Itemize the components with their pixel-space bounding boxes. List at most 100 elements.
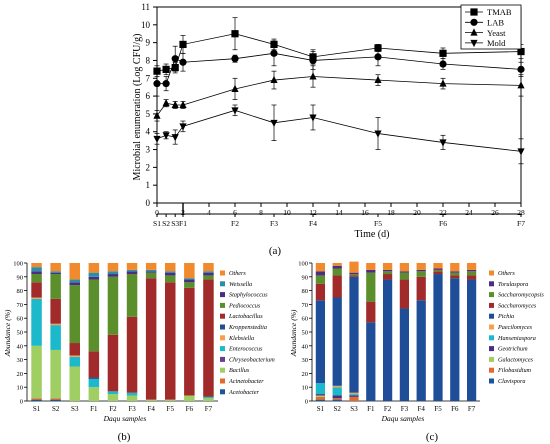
panel-c-legend-label: Galactomyces: [498, 356, 534, 363]
panel-b-legend-swatch: [220, 346, 225, 352]
panel-a-line-chart: Microbial enumeration (Log CFU/g) Time (…: [132, 2, 525, 257]
panel-b-bar-segment: [164, 275, 176, 283]
panel-a-y-tick-label: 6: [146, 91, 151, 101]
panel-b-bar-segment: [69, 279, 81, 283]
panel-c-y-tick-label: 60: [302, 316, 309, 323]
panel-b-y-tick-label: 10: [17, 385, 24, 392]
panel-c-bar-segment: [366, 301, 376, 323]
panel-c-category-label: F5: [434, 405, 442, 413]
panel-c-bar-segment: [466, 269, 477, 272]
panel-b-category-label: S2: [52, 405, 60, 413]
panel-c-bar-segment: [332, 398, 342, 400]
panel-c-y-tick-label: 90: [302, 274, 309, 281]
panel-a-data-point: [153, 135, 161, 144]
panel-b-bar-segment: [50, 272, 61, 275]
panel-a-data-point: [179, 40, 187, 49]
panel-c-x-axis-label: Daqu samples: [381, 414, 425, 423]
panel-b-bar-segment: [31, 345, 42, 399]
panel-a-sample-label: F3: [270, 219, 278, 228]
panel-a-data-point: [162, 80, 170, 88]
panel-c-category-label: S3: [350, 405, 358, 413]
panel-a-sample-label: F1: [179, 219, 187, 228]
panel-c-category-label: F3: [401, 405, 409, 413]
panel-c-bar-segment: [349, 276, 359, 393]
panel-a-data-point: [309, 114, 317, 122]
panel-b-bar-segment: [107, 274, 119, 277]
panel-b-bar-segment: [164, 399, 176, 401]
panel-b-legend-label: Klebsiella: [228, 335, 254, 342]
panel-c-y-tick-label: 0: [305, 399, 308, 406]
panel-a-data-point: [231, 30, 239, 38]
panel-b-bar-segment: [88, 279, 100, 352]
panel-a-y-tick-label: 9: [146, 38, 151, 48]
panel-c-bar-segment: [416, 300, 426, 401]
panel-c-bar-segment: [382, 269, 393, 272]
panel-c-bar-segment: [332, 263, 342, 266]
panel-b-legend-label: Bacillus: [229, 367, 250, 374]
panel-b-bar-segment: [50, 263, 61, 272]
panel-c-bar-segment: [332, 275, 342, 298]
panel-c-category-label: F2: [384, 405, 392, 413]
panel-a-data-point: [517, 148, 525, 156]
panel-c-bar-segment: [332, 387, 342, 396]
panel-c-bar-segment: [366, 272, 376, 302]
panel-a-sample-label: F6: [439, 219, 447, 228]
panel-c-legend-swatch: [489, 302, 494, 308]
panel-b-y-tick-label: 80: [17, 288, 24, 295]
panel-b-bar-segment: [184, 287, 195, 396]
panel-a-data-point: [517, 81, 525, 89]
panel-c-bar-segment: [399, 271, 410, 273]
panel-c-bar-segment: [450, 272, 460, 276]
panel-a-data-point: [270, 119, 278, 128]
panel-c-bar-segment: [466, 275, 477, 280]
panel-b-bar-segment: [88, 378, 100, 388]
panel-b-y-tick-label: 40: [17, 343, 24, 350]
panel-a-legend-label: TMAB: [487, 7, 512, 17]
panel-b-category-label: F5: [167, 405, 175, 413]
panel-c-bar-segment: [416, 271, 426, 277]
panel-c-caption: (c): [426, 431, 439, 443]
panel-a-series-lab: [153, 40, 525, 97]
panel-a-data-point: [231, 107, 239, 115]
panel-a-sample-label: F4: [309, 219, 317, 228]
panel-c-legend-swatch: [489, 367, 494, 373]
panel-b-bar-segment: [126, 269, 138, 272]
panel-b-bar-segment: [50, 399, 61, 401]
panel-b-y-tick-label: 0: [20, 399, 23, 406]
panel-c-bar-segment: [450, 271, 460, 273]
panel-b-bar-segment: [145, 272, 157, 279]
panel-a-data-point: [309, 56, 317, 65]
panel-a-data-point: [153, 80, 161, 88]
panel-b-bar-segment: [164, 282, 176, 400]
panel-c-legend-swatch: [489, 335, 494, 341]
panel-a-legend-label: LAB: [487, 18, 504, 28]
panel-a-legend-label: Yeast: [487, 28, 506, 38]
panel-a-series-line: [156, 109, 522, 152]
panel-c-bar-segment: [433, 268, 443, 270]
panel-a-x-tick-label: 12: [309, 208, 317, 217]
panel-c-bar-segment: [466, 271, 477, 276]
panel-a-sample-label: S1: [153, 219, 161, 228]
panel-b-category-label: S3: [71, 405, 79, 413]
panel-a-caption: (a): [269, 245, 282, 257]
panel-b-legend-swatch: [220, 389, 225, 395]
panel-b-bar-segment: [126, 274, 138, 317]
panel-b-bar-segment: [107, 271, 119, 275]
panel-a-y-tick-label: 4: [146, 127, 151, 137]
panel-a-y-axis-label: Microbial enumeration (Log CFU/g): [132, 34, 143, 181]
panel-a-data-point: [309, 72, 317, 80]
panel-b-bar-segment: [107, 394, 119, 401]
panel-b-bar-segment: [126, 271, 138, 275]
panel-b-y-tick-label: 30: [17, 357, 24, 364]
panel-a-series-line: [156, 33, 522, 72]
panel-a-data-point: [179, 100, 187, 108]
panel-a-data-point: [270, 75, 278, 84]
panel-b-bar-segment: [31, 398, 42, 400]
panel-a-y-tick-label: 7: [146, 73, 151, 83]
panel-b-legend-swatch: [220, 302, 225, 308]
panel-b-bar-segment: [31, 297, 42, 299]
panel-c-bar-segment: [332, 265, 342, 269]
panel-b-bar-segment: [184, 282, 195, 288]
panel-b-bar-segment: [203, 271, 214, 273]
panel-a-legend-marker: [470, 18, 478, 26]
